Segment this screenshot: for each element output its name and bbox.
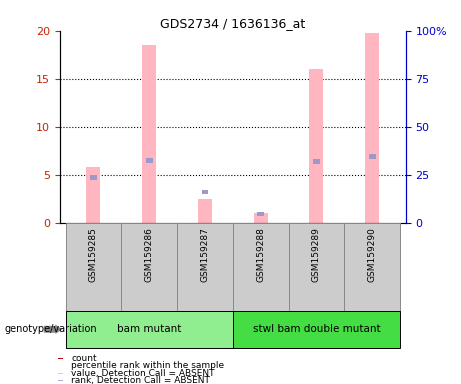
Text: GSM159290: GSM159290 bbox=[368, 227, 377, 282]
Text: percentile rank within the sample: percentile rank within the sample bbox=[71, 361, 224, 371]
Bar bbox=[90, 175, 97, 180]
Bar bbox=[65, 311, 233, 348]
Text: value, Detection Call = ABSENT: value, Detection Call = ABSENT bbox=[71, 369, 215, 378]
Bar bbox=[309, 69, 324, 223]
Bar bbox=[65, 223, 121, 311]
Bar bbox=[344, 223, 400, 311]
Text: GSM159289: GSM159289 bbox=[312, 227, 321, 282]
Bar bbox=[142, 45, 156, 223]
Bar bbox=[233, 223, 289, 311]
Text: GSM159287: GSM159287 bbox=[201, 227, 209, 282]
Bar bbox=[313, 159, 320, 164]
Bar bbox=[146, 158, 153, 163]
Bar bbox=[177, 223, 233, 311]
Bar bbox=[254, 213, 268, 223]
Bar bbox=[201, 190, 208, 194]
Text: count: count bbox=[71, 354, 97, 363]
Bar bbox=[257, 212, 264, 217]
Title: GDS2734 / 1636136_at: GDS2734 / 1636136_at bbox=[160, 17, 306, 30]
Text: stwl bam double mutant: stwl bam double mutant bbox=[253, 324, 380, 334]
Text: bam mutant: bam mutant bbox=[117, 324, 181, 334]
Bar bbox=[58, 358, 63, 359]
Bar bbox=[121, 223, 177, 311]
Text: GSM159288: GSM159288 bbox=[256, 227, 265, 282]
Bar bbox=[369, 154, 376, 159]
Bar bbox=[289, 223, 344, 311]
Bar bbox=[58, 373, 63, 374]
Bar bbox=[365, 33, 379, 223]
Bar bbox=[58, 380, 63, 381]
Bar bbox=[233, 311, 400, 348]
Text: genotype/variation: genotype/variation bbox=[5, 324, 97, 334]
Text: GSM159285: GSM159285 bbox=[89, 227, 98, 282]
Bar bbox=[86, 167, 100, 223]
Text: rank, Detection Call = ABSENT: rank, Detection Call = ABSENT bbox=[71, 376, 210, 384]
Text: GSM159286: GSM159286 bbox=[145, 227, 154, 282]
Bar bbox=[198, 199, 212, 223]
